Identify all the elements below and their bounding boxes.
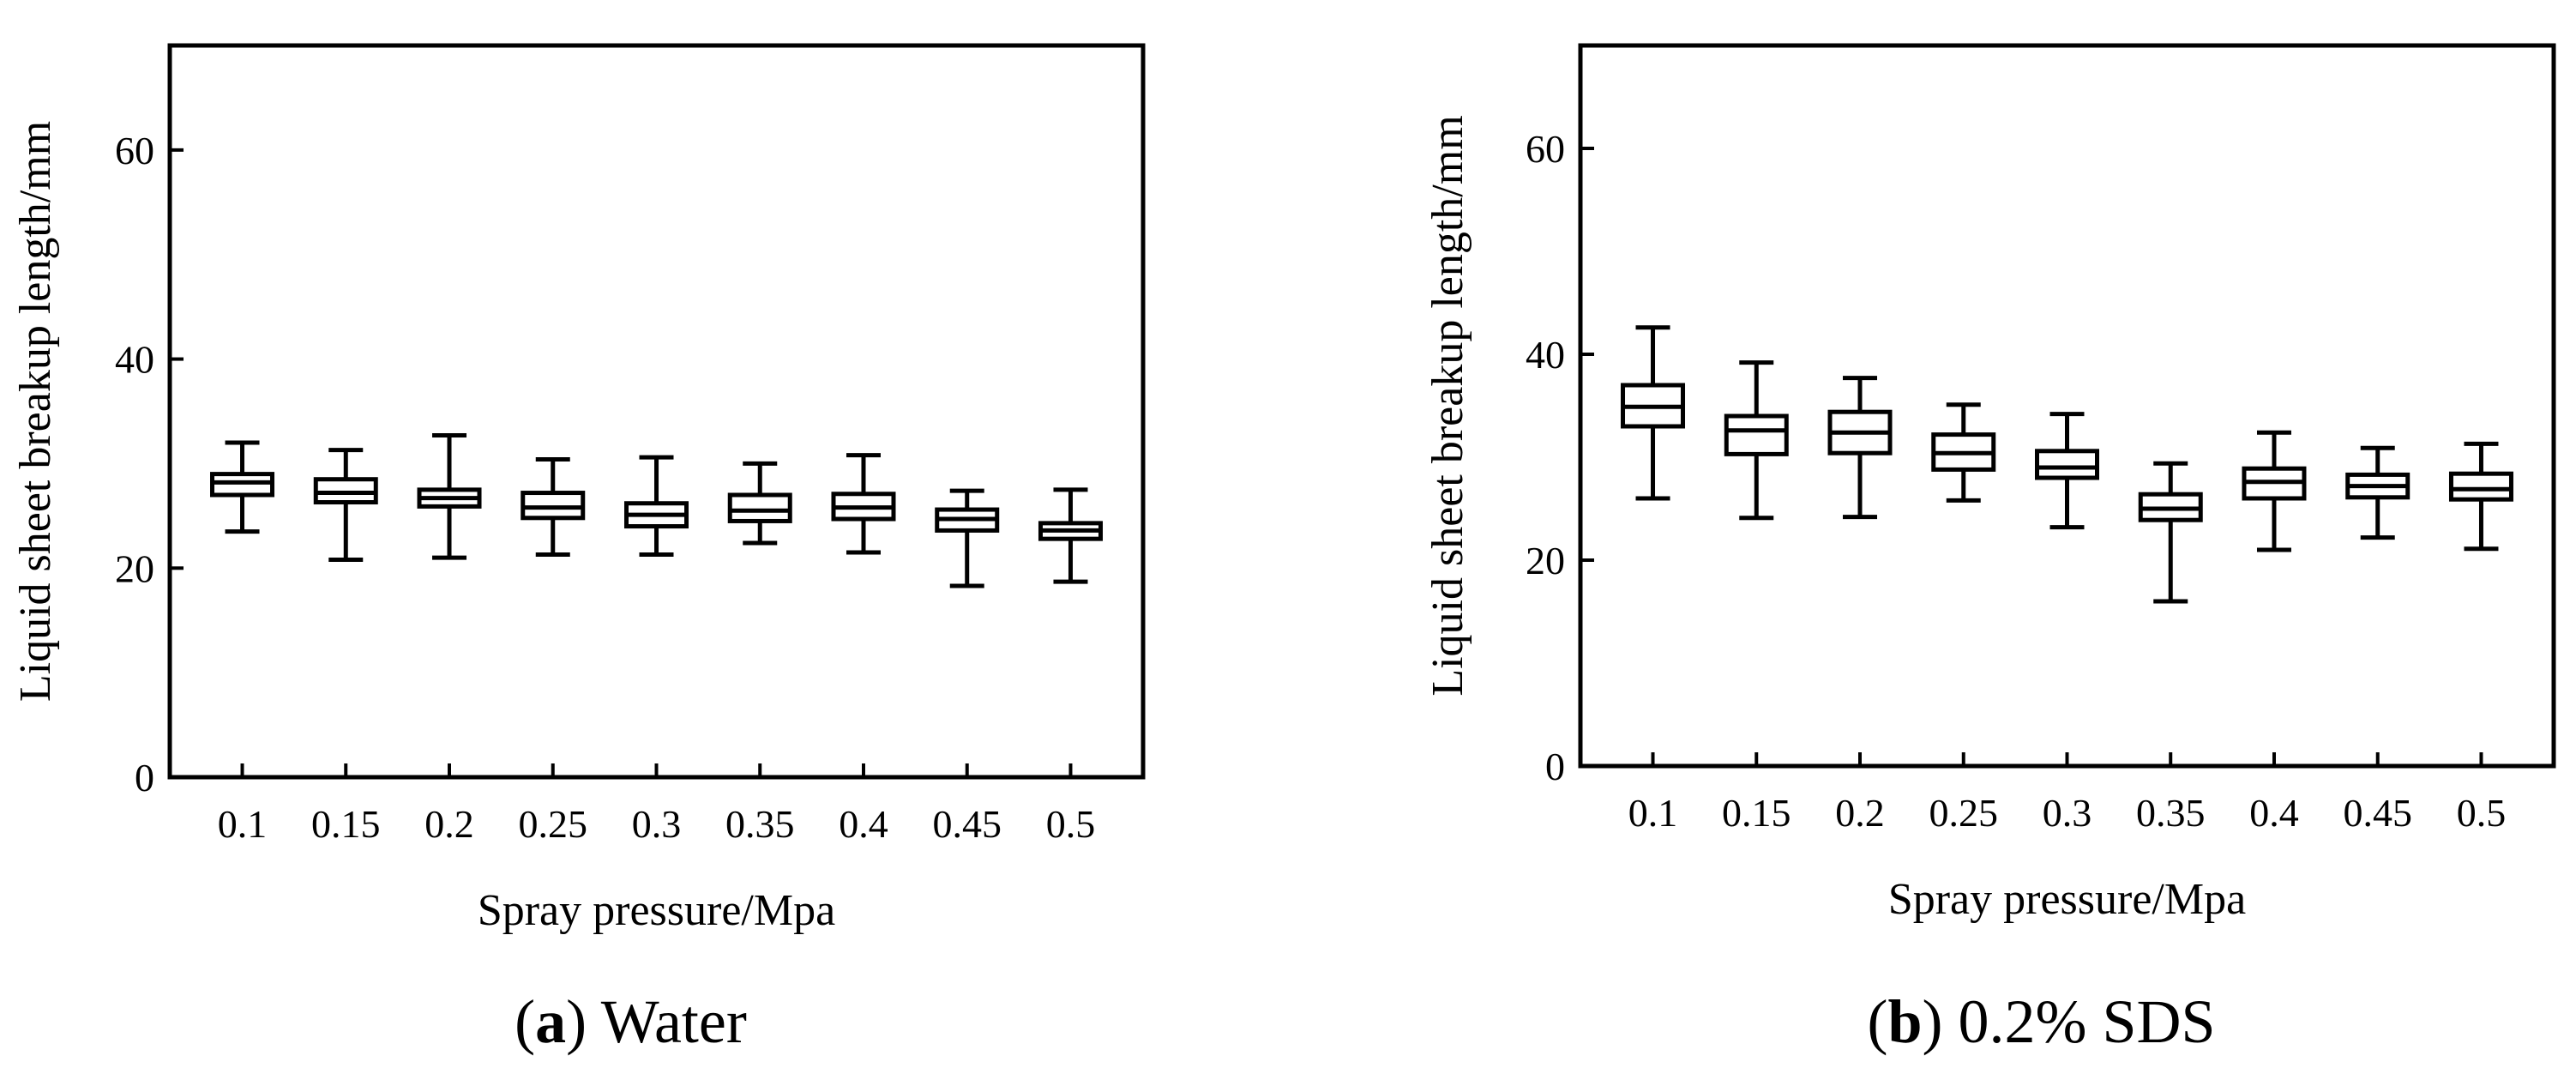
box-0.3 <box>2035 412 2099 530</box>
box-0.2 <box>1827 376 1893 520</box>
x-tick-label: 0.15 <box>311 802 381 846</box>
x-axis-label: Spray pressure/Mpa <box>478 886 835 935</box>
box-0.5 <box>1038 487 1103 584</box>
y-tick-label: 60 <box>1526 127 1565 171</box>
caption-letter: a <box>535 987 566 1056</box>
caption-paren-open: ( <box>515 987 535 1056</box>
x-axis-label: Spray pressure/Mpa <box>1888 875 2246 924</box>
y-tick-label: 40 <box>115 338 154 382</box>
x-tick-label: 0.2 <box>1835 791 1885 835</box>
box-0.45 <box>2345 445 2410 540</box>
y-tick-label: 0 <box>1545 745 1565 788</box>
x-tick-label: 0.2 <box>424 802 474 846</box>
caption-letter: b <box>1887 987 1922 1056</box>
y-tick-label: 60 <box>115 129 154 172</box>
x-tick-label: 0.4 <box>2249 791 2299 835</box>
x-tick-label: 0.4 <box>839 802 888 846</box>
box-0.35 <box>2138 461 2203 604</box>
box-0.15 <box>1724 360 1789 521</box>
box-0.4 <box>831 453 896 555</box>
box-0.2 <box>417 433 482 560</box>
box-0.35 <box>727 461 792 546</box>
x-tick-label: 0.45 <box>932 802 1002 846</box>
iqr-box <box>727 492 792 523</box>
caption-text: Water <box>601 987 747 1056</box>
chart-panel-sds: 0 20 40 60 0.1 0.15 0.2 0.25 0.3 0.35 0.4 0.45 0.5 Li… <box>1423 43 2556 1056</box>
x-tick-label: 0.25 <box>519 802 588 846</box>
y-tick-label: 0 <box>135 756 154 799</box>
box-0.5 <box>2448 441 2513 552</box>
x-tick-label: 0.3 <box>2043 791 2092 835</box>
box-0.1 <box>1621 325 1686 501</box>
box-0.4 <box>2242 430 2307 552</box>
x-tick-label: 0.15 <box>1722 791 1791 835</box>
iqr-box <box>2448 471 2513 502</box>
iqr-box <box>1724 413 1789 456</box>
x-tick-label: 0.1 <box>1628 791 1678 835</box>
x-tick-label: 0.5 <box>2457 791 2507 835</box>
caption-paren-open: ( <box>1867 987 1887 1056</box>
box-0.45 <box>935 488 1000 588</box>
box-0.25 <box>1931 402 1996 503</box>
box-0.15 <box>313 448 378 563</box>
x-tick-label: 0.1 <box>218 802 268 846</box>
x-tick-label: 0.35 <box>725 802 795 846</box>
iqr-box <box>2035 449 2099 480</box>
box-0.3 <box>624 455 689 557</box>
box-0.1 <box>210 440 275 534</box>
chart-panel-water: 0 20 40 60 0.1 0.15 0.2 0.25 0.3 0.35 0.4 0.45 0.5 Li… <box>11 43 1146 1056</box>
y-axis-label: Liquid sheet breakup length/mm <box>1423 115 1472 696</box>
y-tick-label: 20 <box>1526 539 1565 582</box>
box-0.25 <box>521 457 586 557</box>
x-tick-label: 0.35 <box>2136 791 2206 835</box>
x-tick-label: 0.25 <box>1929 791 1999 835</box>
x-tick-label: 0.5 <box>1046 802 1096 846</box>
caption-paren-close: ) <box>566 987 601 1056</box>
caption-text: 0.2% SDS <box>1958 987 2215 1056</box>
x-tick-label: 0.3 <box>632 802 682 846</box>
caption-paren-close: ) <box>1922 987 1958 1056</box>
y-axis-label: Liquid sheet breakup length/mm <box>11 121 60 702</box>
panel-caption: (b) 0.2% SDS <box>1867 987 2215 1056</box>
x-tick-label: 0.45 <box>2343 791 2412 835</box>
y-tick-label: 20 <box>115 546 154 590</box>
y-tick-label: 40 <box>1526 333 1565 377</box>
panel-caption: (a) Water <box>515 987 747 1056</box>
